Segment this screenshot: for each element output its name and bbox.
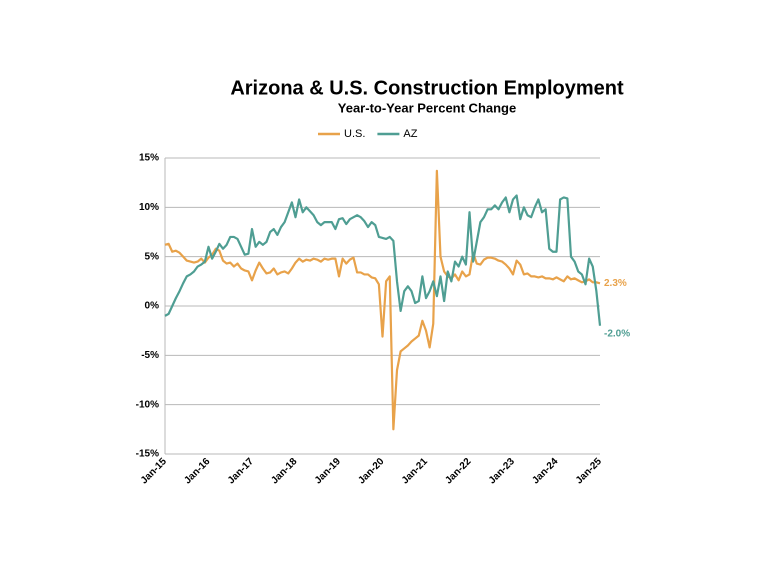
x-tick-label: Jan-18	[269, 456, 299, 486]
end-label: 2.3%	[604, 278, 627, 289]
y-tick-label: -15%	[136, 449, 159, 460]
x-tick-label: Jan-20	[356, 456, 386, 486]
end-label: -2.0%	[604, 328, 630, 339]
x-tick-label: Jan-16	[182, 456, 212, 486]
y-tick-label: -5%	[141, 350, 159, 361]
series-line	[164, 194, 602, 326]
x-tick-label: Jan-25	[574, 456, 604, 486]
x-tick-label: Jan-24	[530, 456, 560, 486]
y-tick-label: -10%	[136, 399, 159, 410]
x-tick-label: Jan-23	[487, 456, 517, 486]
x-tick-label: Jan-15	[139, 456, 169, 486]
x-tick-label: Jan-21	[400, 456, 430, 486]
legend-label: U.S.	[344, 128, 365, 140]
x-tick-label: Jan-19	[313, 456, 343, 486]
y-tick-label: 15%	[139, 153, 159, 164]
y-tick-label: 10%	[139, 202, 159, 213]
y-tick-label: 5%	[145, 251, 160, 262]
y-tick-label: 0%	[145, 301, 160, 312]
series-line	[164, 169, 601, 431]
chart-title: Arizona & U.S. Construction Employment	[230, 77, 624, 99]
x-tick-label: Jan-17	[226, 456, 256, 486]
chart-subtitle: Year-to-Year Percent Change	[338, 100, 516, 115]
legend-label: AZ	[403, 128, 417, 140]
x-tick-label: Jan-22	[443, 456, 473, 486]
